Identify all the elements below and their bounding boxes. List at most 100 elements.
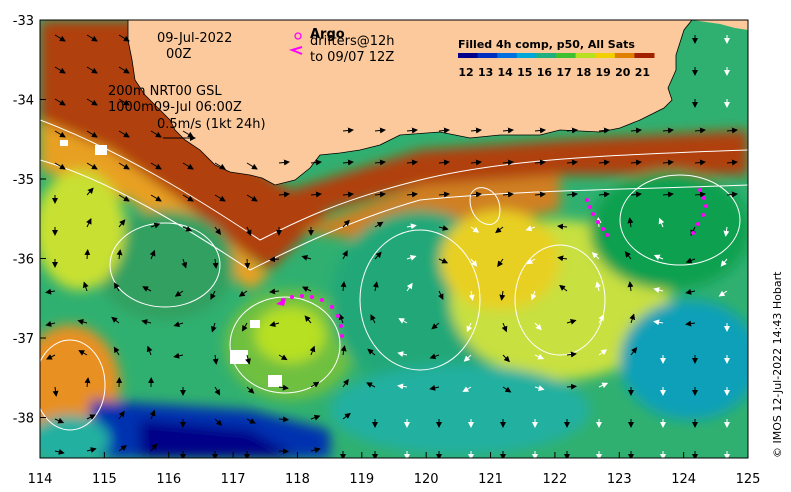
- current-vector: [210, 322, 217, 333]
- current-vector: [438, 290, 444, 301]
- current-vector: [210, 290, 216, 300]
- current-vector: [301, 286, 312, 292]
- current-vector: [118, 445, 128, 452]
- current-vector: [301, 254, 312, 261]
- current-vector: [502, 191, 514, 198]
- current-vector: [685, 257, 696, 264]
- x-tick-label: 117: [221, 472, 246, 487]
- current-vector: [662, 159, 674, 166]
- current-vector: [466, 322, 473, 333]
- current-vector: [470, 258, 478, 267]
- current-vector: [685, 288, 696, 295]
- current-vector: [214, 226, 222, 235]
- current-vector: [525, 225, 536, 232]
- current-vector: [406, 282, 413, 292]
- drifters-label-2: to 09/07 12Z: [310, 50, 394, 65]
- current-vector: [181, 258, 188, 269]
- current-vector: [431, 322, 440, 330]
- current-vector: [534, 322, 542, 331]
- x-tick-label: 122: [542, 472, 567, 487]
- current-vector: [429, 384, 440, 391]
- current-vector: [86, 162, 98, 170]
- current-vector: [54, 34, 66, 42]
- current-vector: [241, 322, 248, 332]
- current-vector: [566, 159, 578, 166]
- current-vector: [238, 290, 248, 297]
- current-vector: [559, 284, 568, 292]
- current-vector: [214, 386, 221, 396]
- current-vector: [429, 353, 440, 360]
- current-vector: [310, 191, 322, 198]
- current-vector: [310, 447, 321, 453]
- current-vector: [214, 418, 223, 426]
- current-vector: [630, 127, 642, 134]
- legend-swatch: [536, 53, 557, 58]
- current-vector: [182, 226, 193, 232]
- legend-value: 12: [458, 66, 473, 79]
- current-vector: [726, 159, 738, 166]
- current-vector: [630, 191, 642, 198]
- contour-lines: [40, 119, 748, 431]
- current-vector: [310, 159, 322, 166]
- current-vector: [111, 316, 120, 324]
- current-vector: [54, 417, 65, 424]
- legend-value: 15: [517, 66, 532, 79]
- current-vector: [118, 98, 130, 106]
- current-vector: [526, 258, 536, 265]
- current-vector: [141, 319, 152, 325]
- x-tick-label: 125: [736, 472, 761, 487]
- current-vector: [557, 223, 568, 230]
- legend-swatch: [575, 53, 596, 58]
- current-vector: [309, 345, 316, 356]
- current-vector: [406, 254, 417, 261]
- current-vector: [86, 98, 98, 106]
- current-vector: [150, 130, 162, 138]
- current-vector: [86, 66, 98, 74]
- current-vector: [685, 320, 696, 327]
- current-vector: [470, 127, 482, 134]
- current-vector: [366, 382, 376, 388]
- current-vector: [118, 410, 125, 420]
- current-vector: [113, 346, 120, 356]
- current-vector: [246, 418, 256, 424]
- current-vector: [116, 249, 123, 260]
- current-vector: [86, 414, 96, 420]
- x-tick-label: 116: [156, 472, 181, 487]
- current-vector: [591, 252, 600, 260]
- current-vector: [150, 162, 162, 170]
- argo-symbol: [294, 32, 302, 40]
- legend-swatch: [497, 53, 518, 58]
- color-legend: 12 13 14 15 16 17 18 19 20 21: [458, 53, 655, 79]
- current-vector: [726, 127, 738, 134]
- argo-label: Argo: [310, 27, 345, 42]
- current-vector: [149, 409, 156, 420]
- hour-label: 00Z: [166, 47, 192, 62]
- current-vector: [54, 98, 66, 106]
- legend-swatch: [634, 53, 655, 58]
- drifter-tracks: [276, 188, 708, 338]
- current-vector: [534, 159, 546, 166]
- current-vector: [278, 416, 289, 423]
- current-vector: [182, 194, 194, 202]
- current-vector: [340, 345, 347, 356]
- current-vector: [374, 251, 382, 260]
- current-vector: [499, 290, 506, 301]
- current-vector: [694, 159, 706, 166]
- current-vector: [269, 256, 280, 263]
- plot-frame: [39, 19, 749, 459]
- current-vector: [406, 127, 418, 134]
- legend-value: 14: [498, 66, 514, 79]
- x-tick-label: 120: [414, 472, 439, 487]
- current-vector: [566, 191, 578, 198]
- current-vector: [278, 159, 290, 166]
- legend-swatch: [477, 53, 498, 58]
- current-vector: [338, 313, 345, 324]
- current-vector: [438, 225, 449, 231]
- current-vector: [534, 385, 545, 391]
- current-vector: [720, 258, 728, 267]
- current-vector: [566, 351, 577, 358]
- current-vector: [86, 447, 97, 453]
- current-vector: [278, 191, 290, 198]
- legend-title: Filled 4h comp, p50, All Sats: [458, 38, 635, 51]
